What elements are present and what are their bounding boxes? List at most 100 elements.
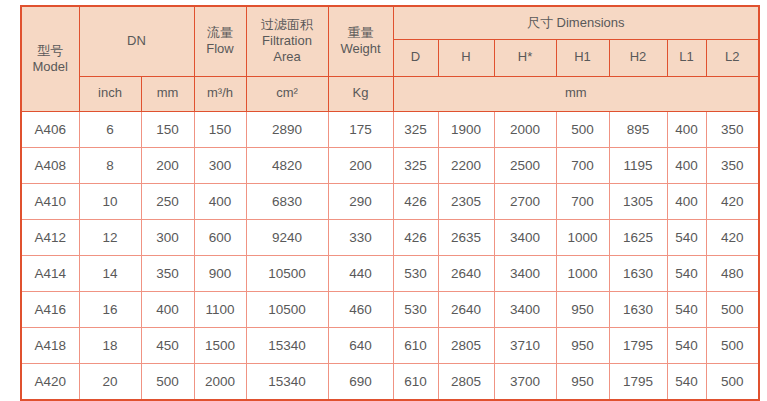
unit-dimensions-mm: mm [393,76,759,111]
dim-cell: 530 [393,291,438,327]
specification-table: 型号 Model DN 流量 Flow 过滤面积 Filtration Area… [20,5,760,401]
weight-cell: 640 [328,327,393,363]
dim-cell: 500 [706,327,759,363]
flow-cell: 2000 [194,363,246,400]
dim-cell: 540 [667,255,706,291]
header-weight-en: Weight [331,41,391,57]
dim-cell: 1630 [609,291,667,327]
dim-cell: 400 [667,147,706,183]
model-cell: A420 [21,363,79,400]
inch-cell: 14 [79,255,141,291]
header-dim-l2: L2 [706,39,759,76]
mm-cell: 350 [141,255,194,291]
dim-cell: 540 [667,291,706,327]
model-cell: A408 [21,147,79,183]
mm-cell: 300 [141,219,194,255]
mm-cell: 250 [141,183,194,219]
dim-cell: 530 [393,255,438,291]
area-cell: 15340 [246,327,328,363]
unit-mm: mm [141,76,194,111]
dim-cell: 3400 [494,255,556,291]
header-flow: 流量 Flow [194,6,246,76]
table-header: 型号 Model DN 流量 Flow 过滤面积 Filtration Area… [21,6,759,111]
dim-cell: 950 [556,363,609,400]
dim-cell: 1195 [609,147,667,183]
table-row: A420205002000153406906102805370095017955… [21,363,759,400]
table-body: A406615015028901753251900200050089540035… [21,111,759,400]
inch-cell: 12 [79,219,141,255]
dim-cell: 420 [706,219,759,255]
table-row: A406615015028901753251900200050089540035… [21,111,759,147]
dim-cell: 3700 [494,363,556,400]
table-row: A408820030048202003252200250070011954003… [21,147,759,183]
flow-cell: 900 [194,255,246,291]
mm-cell: 150 [141,111,194,147]
dim-cell: 2805 [438,363,494,400]
flow-cell: 300 [194,147,246,183]
dim-cell: 420 [706,183,759,219]
header-dim-l1: L1 [667,39,706,76]
dim-cell: 950 [556,291,609,327]
mm-cell: 400 [141,291,194,327]
flow-cell: 400 [194,183,246,219]
weight-cell: 200 [328,147,393,183]
dim-cell: 540 [667,219,706,255]
mm-cell: 500 [141,363,194,400]
table-row: A418184501500153406406102805371095017955… [21,327,759,363]
dim-cell: 1900 [438,111,494,147]
dim-cell: 3400 [494,219,556,255]
header-dim-h: H [438,39,494,76]
mm-cell: 450 [141,327,194,363]
header-model: 型号 Model [21,6,79,111]
model-cell: A412 [21,219,79,255]
area-cell: 6830 [246,183,328,219]
header-dim-h1: H1 [556,39,609,76]
dim-cell: 325 [393,111,438,147]
dim-cell: 2635 [438,219,494,255]
model-cell: A418 [21,327,79,363]
dim-cell: 3710 [494,327,556,363]
dim-cell: 2500 [494,147,556,183]
area-cell: 4820 [246,147,328,183]
dim-cell: 540 [667,363,706,400]
header-dim-d: D [393,39,438,76]
dim-cell: 1630 [609,255,667,291]
dim-cell: 500 [556,111,609,147]
header-row-1: 型号 Model DN 流量 Flow 过滤面积 Filtration Area… [21,6,759,39]
header-filtration-zh: 过滤面积 [249,17,326,33]
dim-cell: 500 [706,363,759,400]
flow-cell: 1100 [194,291,246,327]
model-cell: A416 [21,291,79,327]
header-dn: DN [79,6,194,76]
flow-cell: 1500 [194,327,246,363]
model-cell: A410 [21,183,79,219]
dim-cell: 426 [393,219,438,255]
dim-cell: 2700 [494,183,556,219]
weight-cell: 175 [328,111,393,147]
dim-cell: 2000 [494,111,556,147]
area-cell: 10500 [246,291,328,327]
weight-cell: 290 [328,183,393,219]
table-row: A410102504006830290426230527007001305400… [21,183,759,219]
page: 型号 Model DN 流量 Flow 过滤面积 Filtration Area… [0,0,767,401]
weight-cell: 460 [328,291,393,327]
header-dimensions: 尺寸 Dimensions [393,6,759,39]
dim-cell: 400 [667,183,706,219]
weight-cell: 440 [328,255,393,291]
dim-cell: 325 [393,147,438,183]
dim-cell: 895 [609,111,667,147]
dim-cell: 610 [393,363,438,400]
header-weight-zh: 重量 [331,25,391,41]
dim-cell: 700 [556,147,609,183]
model-cell: A406 [21,111,79,147]
dim-cell: 350 [706,147,759,183]
dim-cell: 1795 [609,327,667,363]
dim-cell: 1795 [609,363,667,400]
unit-flow: m³/h [194,76,246,111]
table-row: A412123006009240330426263534001000162554… [21,219,759,255]
dim-cell: 350 [706,111,759,147]
dim-cell: 3400 [494,291,556,327]
inch-cell: 8 [79,147,141,183]
dim-cell: 2805 [438,327,494,363]
inch-cell: 18 [79,327,141,363]
